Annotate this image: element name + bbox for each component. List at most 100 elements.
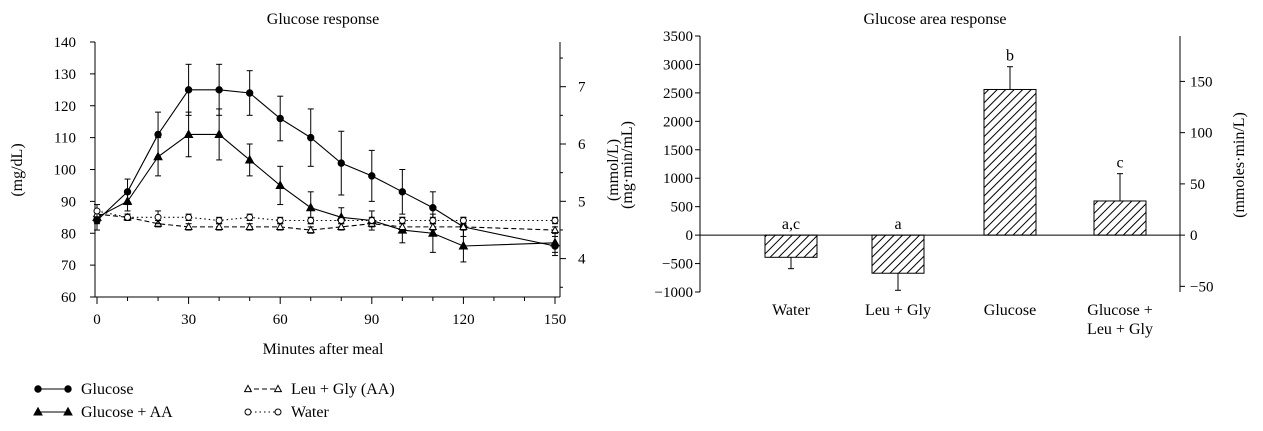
data-point [214, 222, 224, 230]
data-point [337, 217, 345, 224]
legend-label: Glucose [81, 381, 133, 398]
y-tick-label: 130 [54, 67, 77, 83]
x-tick-label: 0 [93, 312, 101, 328]
bar [983, 88, 1037, 236]
y2-tick-label: 4 [578, 252, 586, 268]
data-point [184, 222, 193, 230]
bar-chart: Glucose area response −1000−500050010001… [619, 11, 1248, 338]
y2-tick-label: 5 [578, 194, 586, 210]
y-tick-label: −500 [662, 257, 693, 273]
category-label: Leu + Gly [1087, 321, 1153, 338]
bar-annotation: a,c [782, 216, 800, 233]
category-label: Leu + Gly [865, 302, 931, 319]
bar-chart-y-label: (mg·min/mL) [619, 121, 636, 209]
legend: Glucose Glucose + AA Leu + Gly (AA) Water [33, 381, 395, 421]
data-point [93, 207, 101, 215]
bar [871, 234, 925, 274]
data-point [550, 237, 560, 247]
data-point [275, 180, 286, 189]
data-point [337, 222, 346, 230]
y-tick-label: −1000 [655, 285, 693, 301]
data-point [183, 129, 194, 138]
bar-annotation: b [1006, 48, 1014, 65]
data-point [245, 89, 254, 97]
data-point [337, 159, 345, 167]
y-tick-label: 90 [61, 194, 76, 210]
data-point [244, 154, 255, 164]
data-point [307, 217, 315, 224]
bar-chart-category-labels: Water Leu + Gly Glucose Glucose + Leu + Gly [772, 302, 1153, 338]
bar-chart-bars: a,c a b c [764, 48, 1147, 291]
bar-leu-gly: a [871, 216, 925, 291]
y2-tick-label: 100 [1190, 126, 1213, 142]
data-point [153, 151, 163, 161]
data-point [458, 240, 469, 250]
data-point [459, 222, 468, 230]
line-chart-x-label: Minutes after meal [263, 341, 384, 358]
y-tick-label: 70 [61, 258, 76, 274]
line-chart-series [92, 63, 560, 263]
y2-tick-label: −50 [1190, 279, 1213, 295]
data-point [398, 217, 406, 224]
series-line [96, 89, 556, 247]
data-point [184, 86, 193, 94]
y-tick-label: 2000 [663, 114, 693, 130]
y-tick-label: 3500 [663, 29, 693, 45]
data-point [215, 217, 223, 224]
series-glucose-aa [92, 108, 560, 263]
data-point [428, 222, 438, 230]
data-point [368, 172, 376, 180]
legend-label: Water [291, 404, 329, 421]
y2-tick-label: 7 [578, 80, 586, 96]
category-label: Water [772, 302, 810, 319]
bar-chart-y-ticks: −1000 −500 0 500 1000 1500 2000 2500 3000 3500 [655, 29, 700, 301]
bar-chart-y2-label: (mmoles·min/L) [1231, 112, 1248, 218]
bar-annotation: c [1116, 155, 1123, 172]
x-tick-label: 150 [544, 312, 567, 328]
y-tick-label: 80 [61, 226, 76, 242]
data-point [398, 222, 407, 230]
data-point [122, 196, 133, 205]
data-point [429, 204, 437, 212]
legend-label: Leu + Gly (AA) [291, 381, 395, 398]
legend-marker [274, 408, 282, 416]
data-point [306, 225, 315, 234]
y-tick-label: 2500 [663, 86, 693, 102]
y-tick-label: 60 [61, 290, 76, 306]
legend-marker [244, 408, 252, 416]
data-point [214, 129, 224, 138]
data-point [245, 222, 254, 230]
line-chart: Glucose response 60708090100110120130140… [9, 11, 622, 358]
data-point [429, 217, 437, 224]
legend-marker [63, 406, 73, 416]
y-tick-label: 100 [54, 163, 77, 179]
line-chart-x-ticks: 0 30 60 90 120 150 [93, 297, 566, 328]
data-point [368, 217, 376, 224]
series-water [93, 204, 559, 225]
legend-label: Glucose + AA [81, 404, 173, 421]
data-point [550, 225, 560, 234]
y-tick-label: 120 [54, 99, 77, 115]
bar-glucose: b [983, 48, 1037, 236]
legend-marker [64, 385, 72, 393]
y-tick-label: 1000 [663, 171, 693, 187]
data-point [305, 202, 316, 212]
data-point [215, 86, 223, 94]
y2-tick-label: 0 [1190, 228, 1198, 244]
bar-water: a,c [764, 216, 818, 270]
y-tick-label: 500 [671, 200, 694, 216]
bar [764, 234, 818, 258]
x-tick-label: 60 [273, 312, 288, 328]
line-chart-y2-label: (mmol/L) [605, 139, 622, 201]
data-point [185, 213, 193, 221]
legend-item: Glucose + AA [33, 404, 173, 421]
data-point [275, 222, 285, 230]
category-label: Glucose + [1087, 302, 1152, 319]
line-chart-y2-ticks: 4 5 6 7 [560, 57, 586, 288]
x-tick-label: 30 [181, 312, 196, 328]
y2-tick-label: 150 [1190, 74, 1213, 90]
legend-marker [34, 385, 42, 393]
y2-tick-label: 50 [1190, 177, 1205, 193]
line-chart-y-label: (mg/dL) [9, 143, 26, 196]
